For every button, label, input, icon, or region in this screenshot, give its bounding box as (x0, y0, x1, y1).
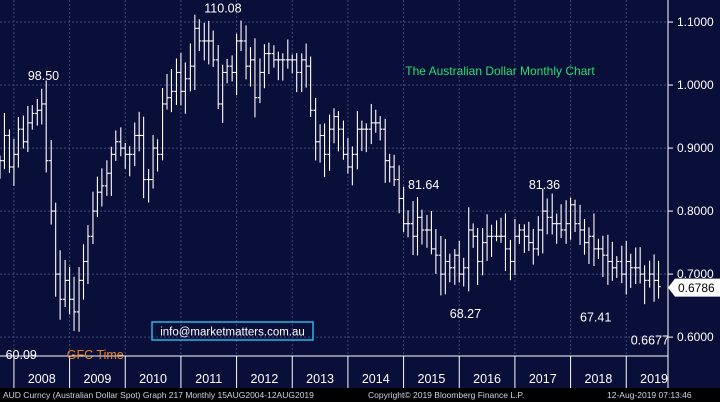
x-tick-label: 2017 (529, 372, 557, 386)
footer-copyright: Copyright© 2019 Bloomberg Finance L.P. (368, 390, 525, 400)
y-tick-label: 0.6000 (677, 330, 714, 344)
x-tick-label: 2010 (139, 372, 167, 386)
annotation-label: 60.09 (6, 348, 37, 362)
x-tick-label: 2008 (28, 372, 56, 386)
footer-source: AUD Curncy (Australian Dollar Spot) Grap… (3, 390, 314, 400)
x-tick-label: 2018 (585, 372, 613, 386)
x-tick-label: 2012 (251, 372, 279, 386)
y-axis: 0.6000 0.7000 0.8000 0.9000 1.0000 1.1000 0.67… (667, 0, 720, 388)
grid-lines (0, 0, 668, 356)
annotation-label: 81.36 (529, 178, 560, 192)
footer-timestamp: 12-Aug-2019 07:13:46 (607, 390, 692, 400)
last-price-tag (668, 278, 720, 297)
x-tick-label: 2009 (84, 372, 112, 386)
annotation-label: 98.50 (28, 69, 59, 83)
x-tick-label: 2013 (306, 372, 334, 386)
x-axis: 2008 2009 2010 2011 2012 2013 2014 2015 2016 2017… (0, 355, 668, 388)
chart-title: The Australian Dollar Monthly Chart (405, 64, 595, 78)
last-price-label: 0.6786 (678, 281, 715, 295)
x-tick-label: 2014 (362, 372, 390, 386)
x-tick-label: 2019 (640, 372, 668, 386)
annotation-label: 0.6677 (631, 334, 669, 348)
annotation-label: 81.64 (408, 178, 439, 192)
chart-annotations: 110.08 98.50 81.64 81.36 68.27 67.41 0.6677 60.… (6, 2, 669, 363)
y-tick-label: 1.0000 (677, 78, 714, 92)
annotation-label: 67.41 (580, 310, 611, 324)
y-tick-label: 1.1000 (677, 15, 714, 29)
annotation-label: 68.27 (450, 307, 481, 321)
footer-bar: AUD Curncy (Australian Dollar Spot) Grap… (0, 388, 720, 402)
x-tick-label: 2015 (418, 372, 446, 386)
x-tick-label: 2011 (195, 372, 222, 386)
y-tick-label: 0.8000 (677, 204, 714, 218)
x-tick-label: 2016 (473, 372, 501, 386)
y-tick-label: 0.9000 (677, 141, 714, 155)
email-badge[interactable]: info@marketmatters.com.au (151, 321, 314, 341)
annotation-label: GFC Time (67, 348, 124, 362)
price-bars (0, 14, 661, 332)
annotation-label: 110.08 (204, 2, 241, 16)
email-badge-text: info@marketmatters.com.au (160, 327, 305, 339)
y-tick-label: 0.7000 (677, 267, 714, 281)
aud-monthly-chart: 0.6000 0.7000 0.8000 0.9000 1.0000 1.1000 0.67… (0, 0, 720, 388)
